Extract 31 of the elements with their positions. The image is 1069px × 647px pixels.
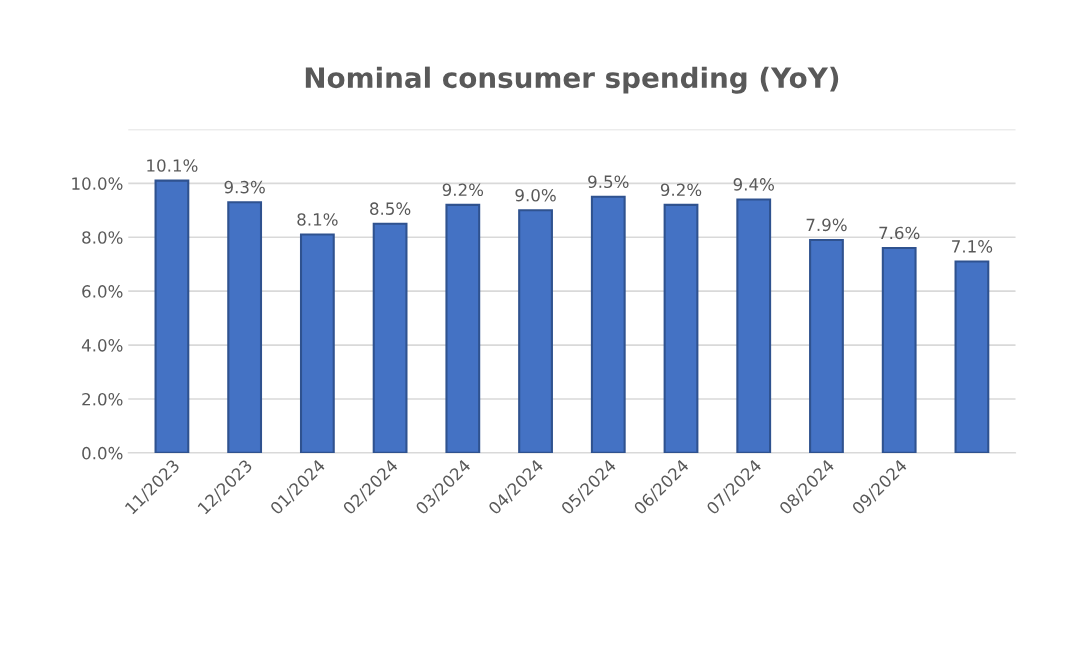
bar xyxy=(518,209,553,453)
y-tick-label: 4.0% xyxy=(81,339,123,352)
data-label: 9.2% xyxy=(442,183,484,197)
chart-title: Nominal consumer spending (YoY) xyxy=(305,66,839,94)
data-label: 7.1% xyxy=(952,240,993,253)
y-tick-label: 0.0% xyxy=(82,446,123,460)
bar xyxy=(372,222,408,453)
data-label: 10.1% xyxy=(147,159,198,172)
bar xyxy=(881,246,917,453)
bar xyxy=(299,233,335,453)
bar xyxy=(663,203,699,453)
bar xyxy=(590,195,626,453)
bar xyxy=(954,260,990,453)
bar xyxy=(445,203,481,453)
bar xyxy=(809,238,844,453)
y-tick-label: 10.0% xyxy=(72,177,123,190)
data-label: 7.9% xyxy=(806,218,847,232)
data-label: 9.0% xyxy=(515,188,556,202)
data-label: 9.4% xyxy=(733,178,774,191)
y-tick-label: 2.0% xyxy=(82,392,123,406)
bar xyxy=(227,201,263,453)
bar xyxy=(154,179,190,453)
y-tick-label: 6.0% xyxy=(82,285,123,298)
data-label: 9.5% xyxy=(588,175,629,189)
data-label: 8.5% xyxy=(370,202,411,215)
data-label: 8.1% xyxy=(297,213,338,226)
data-label: 9.2% xyxy=(660,183,702,197)
bar xyxy=(736,198,772,453)
data-label: 9.3% xyxy=(224,180,265,194)
y-tick-label: 8.0% xyxy=(82,231,123,244)
data-label: 7.6% xyxy=(879,226,920,240)
